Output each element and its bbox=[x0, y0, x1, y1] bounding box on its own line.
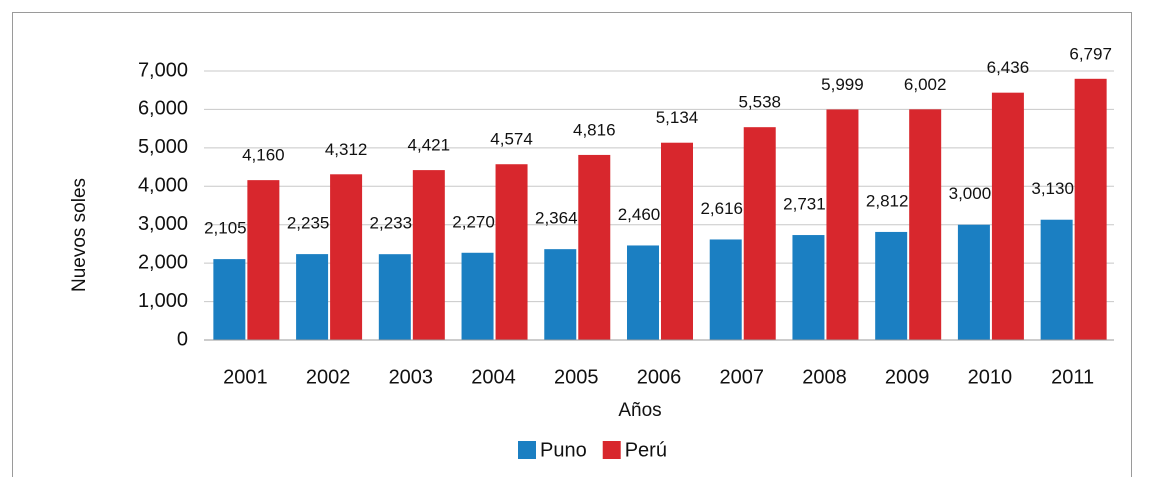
data-label: 4,160 bbox=[242, 146, 285, 165]
y-tick-label: 6,000 bbox=[138, 98, 188, 120]
x-tick-label: 2010 bbox=[968, 366, 1013, 388]
legend-swatch bbox=[518, 441, 536, 459]
y-tick-label: 1,000 bbox=[138, 290, 188, 312]
x-tick-label: 2002 bbox=[306, 366, 351, 388]
x-tick-label: 2001 bbox=[223, 366, 268, 388]
data-label: 2,233 bbox=[370, 214, 413, 233]
bar bbox=[378, 254, 411, 340]
data-label: 2,364 bbox=[535, 209, 578, 228]
bar bbox=[495, 164, 528, 340]
bar bbox=[544, 249, 577, 340]
x-tick-label: 2007 bbox=[719, 366, 764, 388]
y-tick-label: 2,000 bbox=[138, 251, 188, 273]
chart-border bbox=[12, 12, 1132, 477]
x-tick-label: 2003 bbox=[389, 366, 434, 388]
data-label: 2,616 bbox=[700, 199, 743, 218]
data-label: 2,812 bbox=[866, 191, 909, 210]
x-tick-label: 2005 bbox=[554, 366, 599, 388]
x-tick-label: 2011 bbox=[1051, 366, 1094, 388]
legend-swatch bbox=[602, 441, 621, 459]
bar bbox=[792, 235, 825, 340]
x-tick-label: 2008 bbox=[802, 366, 847, 388]
bar bbox=[627, 245, 659, 340]
x-tick-label: 2009 bbox=[885, 366, 930, 388]
data-label: 2,270 bbox=[452, 212, 495, 231]
bar bbox=[661, 142, 693, 340]
data-label: 2,731 bbox=[783, 195, 826, 214]
data-label: 6,436 bbox=[987, 58, 1030, 77]
data-label: 5,538 bbox=[738, 93, 781, 112]
data-label: 4,574 bbox=[490, 130, 533, 149]
bar bbox=[213, 259, 246, 340]
x-tick-label: 2004 bbox=[471, 366, 516, 388]
data-label: 2,235 bbox=[287, 214, 330, 233]
data-label: 4,421 bbox=[408, 136, 451, 155]
data-label: 2,460 bbox=[618, 205, 661, 224]
x-tick-label: 2006 bbox=[637, 366, 682, 388]
bar bbox=[709, 239, 742, 340]
bar bbox=[875, 231, 908, 340]
bar bbox=[412, 170, 445, 340]
data-label: 3,000 bbox=[949, 184, 992, 203]
legend-label: Perú bbox=[625, 439, 667, 461]
data-label: 3,130 bbox=[1031, 179, 1074, 198]
bar bbox=[991, 92, 1024, 341]
x-axis-title: Años bbox=[618, 400, 661, 421]
y-axis-title: Nuevos soles bbox=[69, 178, 90, 292]
data-label: 6,797 bbox=[1069, 44, 1112, 63]
bar bbox=[461, 252, 494, 340]
data-label: 6,002 bbox=[904, 75, 947, 94]
bar bbox=[330, 174, 363, 340]
bar bbox=[1040, 219, 1073, 340]
y-tick-label: 4,000 bbox=[138, 175, 188, 197]
data-label: 2,105 bbox=[204, 219, 247, 238]
y-tick-label: 5,000 bbox=[138, 136, 188, 158]
bar bbox=[1074, 78, 1107, 341]
legend-label: Puno bbox=[540, 439, 587, 461]
bar bbox=[909, 109, 942, 340]
data-label: 5,999 bbox=[821, 75, 864, 94]
y-tick-label: 3,000 bbox=[138, 213, 188, 235]
bar bbox=[743, 127, 776, 340]
bar bbox=[578, 154, 611, 340]
bar bbox=[247, 180, 280, 340]
bar bbox=[296, 254, 329, 340]
data-label: 4,816 bbox=[573, 120, 616, 139]
data-label: 4,312 bbox=[325, 140, 368, 159]
data-label: 5,134 bbox=[656, 108, 699, 127]
y-tick-label: 7,000 bbox=[138, 59, 188, 81]
bar bbox=[826, 109, 859, 340]
bar bbox=[957, 224, 990, 340]
y-tick-label: 0 bbox=[177, 328, 188, 350]
